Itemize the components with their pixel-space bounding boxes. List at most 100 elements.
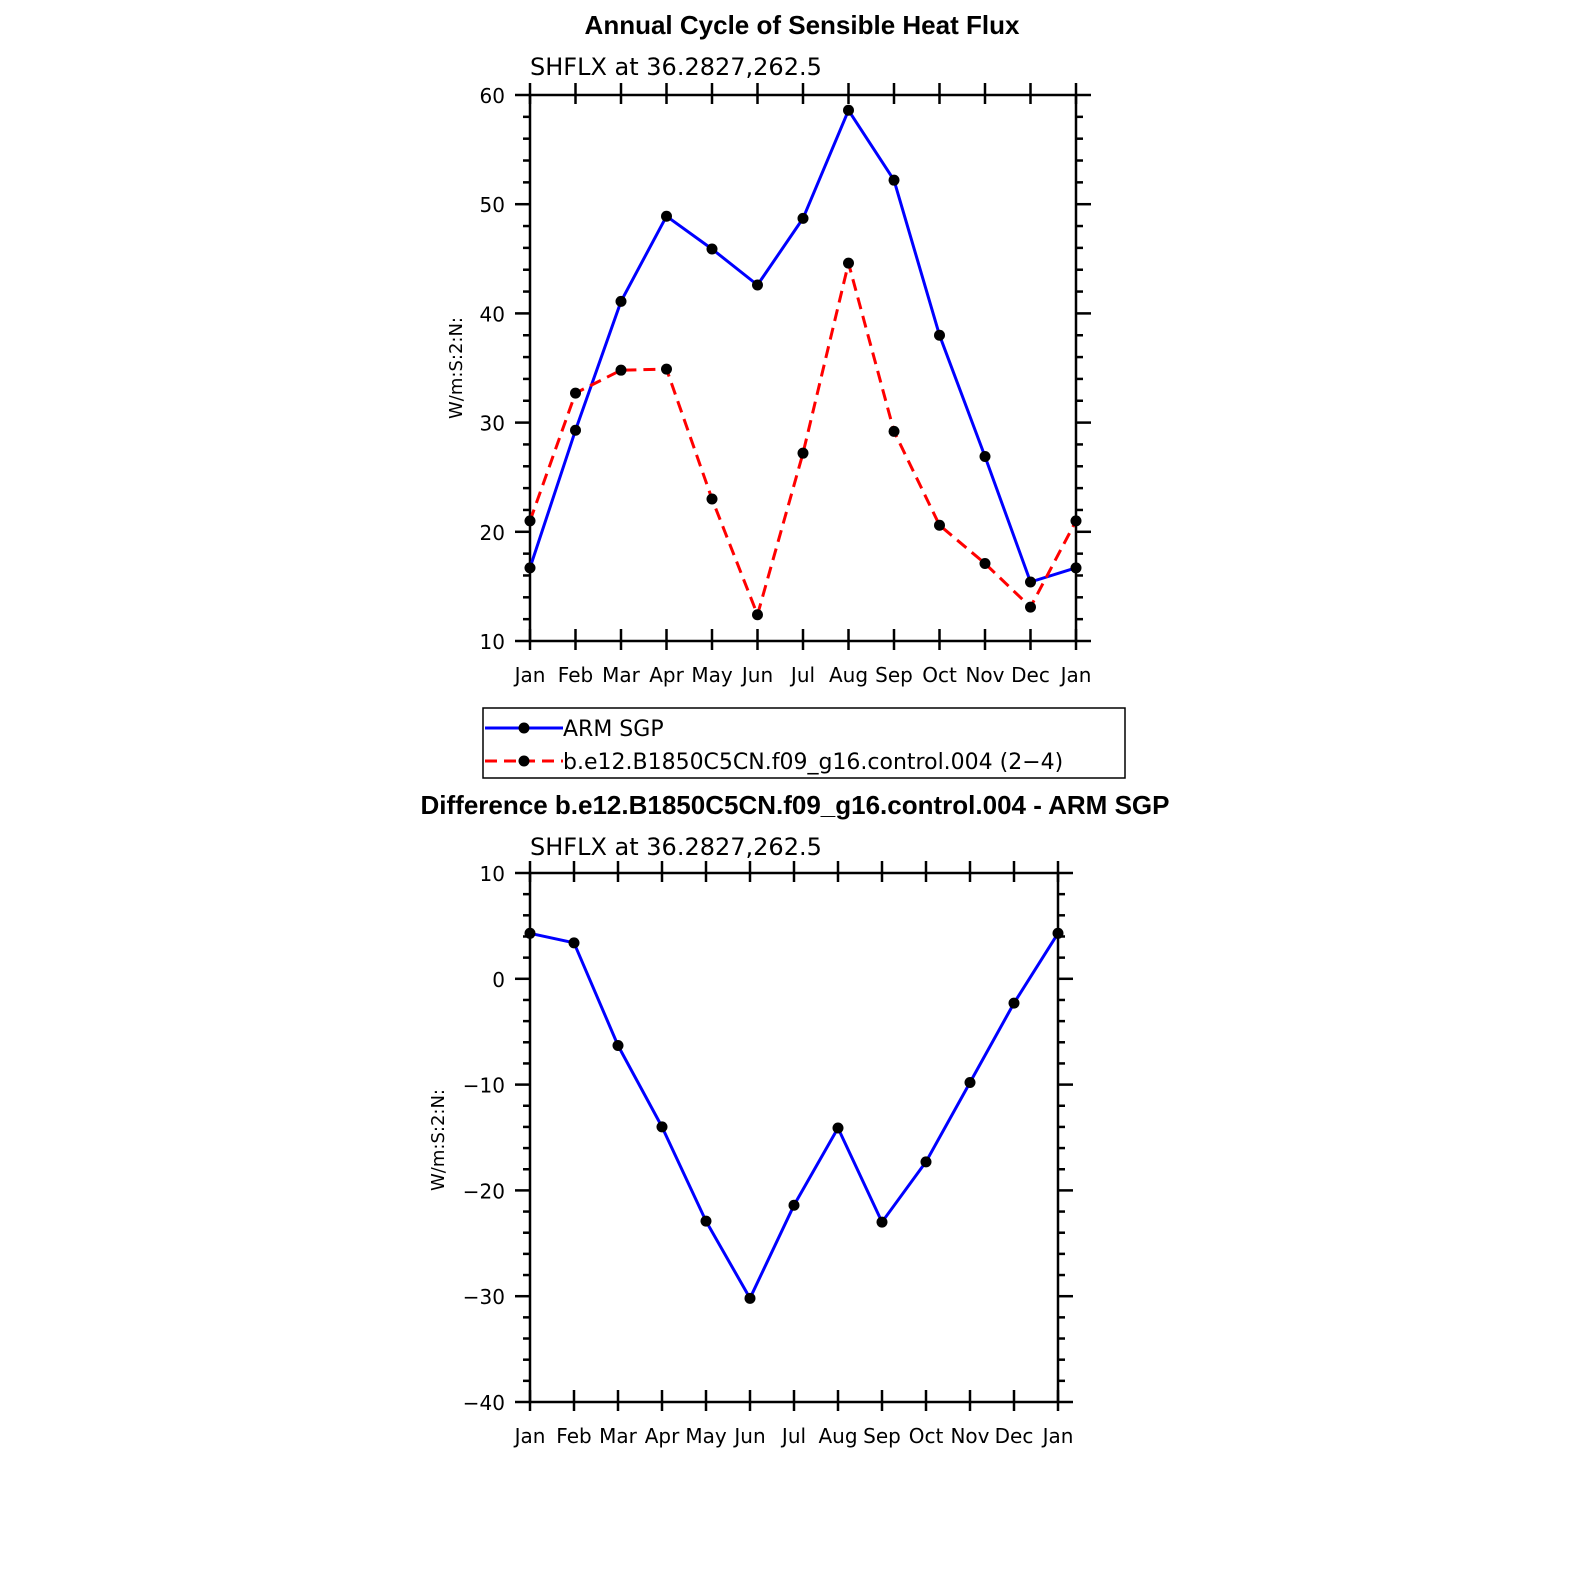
data-point-s1-0 [524,515,536,527]
data-point-s1-8 [888,425,900,437]
chart-title: Difference b.e12.B1850C5CN.f09_g16.contr… [421,790,1170,820]
data-point-s1-9 [934,519,945,531]
x-tick-label: May [691,663,733,687]
legend-label-model: b.e12.B1850C5CN.f09_g16.control.004 (2−4… [563,750,1063,775]
difference-panel: Difference b.e12.B1850C5CN.f09_g16.contr… [421,790,1170,1448]
legend-label-arm-sgp: ARM SGP [563,717,664,742]
plot-area: Jan Feb Mar Apr May Jun Jul Aug Sep Oct Nov Dec Jan 1… [480,83,1092,687]
data-point-s0-0 [524,562,536,574]
x-tick-label: Mar [599,1424,638,1448]
data-point-s0-1 [570,424,581,436]
data-point-s0-7 [843,104,854,116]
chart-subtitle: SHFLX at 36.2827,262.5 [530,53,822,81]
data-point-s0-11 [1008,997,1020,1009]
data-point-s0-8 [876,1216,888,1228]
x-tick-label: Jul [789,663,815,687]
y-tick-label: 10 [480,862,505,886]
legend-marker-arm-sgp [518,722,530,734]
x-tick-label: Dec [995,1424,1034,1448]
x-tick-label: Jul [780,1424,806,1448]
data-point-s1-7 [843,257,854,269]
y-tick-label: 60 [480,84,505,108]
data-point-s0-8 [888,174,900,186]
data-point-s1-11 [1025,601,1036,613]
y-tick-label: −20 [463,1179,505,1203]
x-tick-label: Aug [829,663,868,687]
x-tick-label: May [685,1424,727,1448]
data-point-s0-9 [934,329,945,341]
chart-subtitle: SHFLX at 36.2827,262.5 [530,833,822,861]
legend-marker-model [518,755,530,767]
x-tick-label: Nov [950,1424,989,1448]
plot-frame [528,93,1078,643]
data-point-s1-12 [1070,515,1082,527]
x-tick-label: Oct [909,1424,944,1448]
data-point-s1-2 [615,364,627,376]
annual-cycle-panel: Annual Cycle of Sensible Heat Flux SHFLX… [446,10,1091,687]
data-point-s1-6 [797,447,809,459]
x-tick-label: Oct [922,663,957,687]
x-tick-label: Feb [558,663,593,687]
y-axis-label: W/m:S:2:N: [428,1089,449,1191]
y-tick-label: −10 [463,1074,505,1098]
x-tick-label: Jan [513,663,546,687]
x-tick-label: Jan [1059,663,1092,687]
x-tick-label: Sep [863,1424,901,1448]
data-point-s0-4 [700,1215,712,1227]
series-line-1 [528,261,1078,617]
data-point-s1-3 [661,363,672,375]
y-tick-label: −40 [463,1391,505,1415]
data-point-s0-5 [744,1292,756,1304]
data-point-s1-10 [979,557,991,569]
y-tick-label: 0 [492,968,505,992]
legend: ARM SGP b.e12.B1850C5CN.f09_g16.control.… [482,707,1126,779]
data-point-s1-5 [752,609,763,621]
legend-entry-arm-sgp: ARM SGP [485,717,664,742]
y-tick-label: 50 [480,193,505,217]
data-point-s1-1 [570,387,581,399]
x-tick-label: Dec [1011,663,1050,687]
data-point-s0-12 [1052,927,1064,939]
x-tick-label: Nov [965,663,1004,687]
series-line-0 [528,108,1077,584]
data-point-s0-2 [615,295,627,307]
y-tick-label: 40 [480,302,505,326]
x-tick-label: Jan [1041,1424,1074,1448]
data-point-s0-6 [797,212,809,224]
x-tick-label: Apr [645,1424,680,1448]
y-tick-label: 10 [480,630,505,654]
data-point-s0-3 [656,1121,668,1133]
data-point-s0-10 [979,450,991,462]
x-tick-label: Jan [513,1424,546,1448]
data-point-s0-2 [612,1039,624,1051]
y-tick-label: −30 [463,1285,505,1309]
x-tick-label: Feb [556,1424,591,1448]
data-point-s0-11 [1025,576,1036,588]
data-point-s0-3 [661,210,672,222]
data-point-s0-0 [524,927,536,939]
data-point-s0-1 [568,937,580,949]
data-point-s1-4 [706,493,718,505]
data-point-s0-6 [788,1199,800,1211]
data-point-s0-9 [920,1156,932,1168]
chart-title: Annual Cycle of Sensible Heat Flux [585,10,1020,40]
data-point-s0-5 [752,279,763,291]
y-tick-label: 30 [480,412,505,436]
data-point-s0-4 [706,243,718,255]
series-line-0 [529,931,1060,1300]
plot-frame [528,871,1060,1404]
data-point-s0-12 [1070,562,1082,574]
x-tick-label: Jun [732,1424,765,1448]
x-tick-label: Aug [818,1424,857,1448]
data-point-s0-10 [964,1076,976,1088]
x-tick-label: Apr [649,663,684,687]
data-point-s0-7 [832,1122,844,1134]
y-tick-label: 20 [480,521,505,545]
y-axis-label: W/m:S:2:N: [446,317,467,419]
plot-area: Jan Feb Mar Apr May Jun Jul Aug Sep Oct Nov Dec Jan−… [463,861,1074,1448]
x-tick-label: Mar [602,663,641,687]
x-tick-label: Sep [875,663,913,687]
legend-entry-model: b.e12.B1850C5CN.f09_g16.control.004 (2−4… [485,750,1063,775]
x-tick-label: Jun [740,663,773,687]
